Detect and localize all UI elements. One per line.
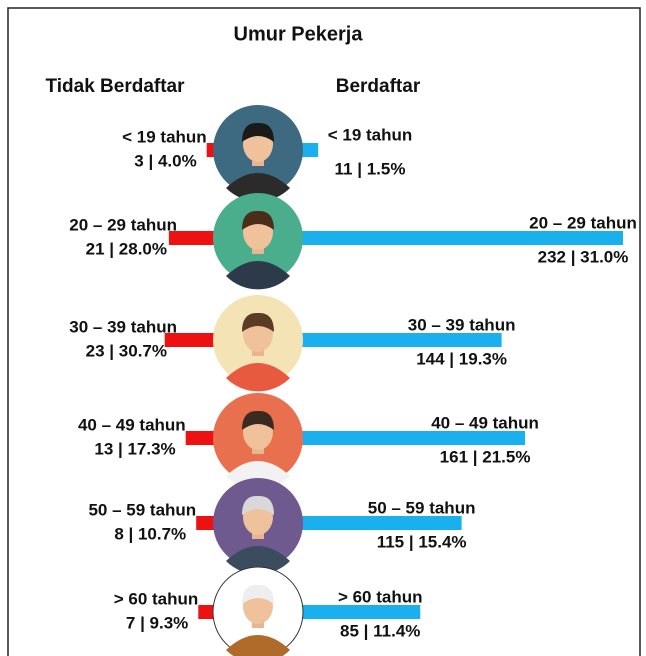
category-label: > 60 tahun [114, 589, 199, 608]
category-label: 30 – 39 tahun [69, 317, 177, 336]
left-header: Tidak Berdaftar [45, 76, 185, 97]
category-label: > 60 tahun [338, 587, 423, 606]
category-label: < 19 tahun [122, 127, 207, 146]
value-label: 161 | 21.5% [440, 447, 531, 466]
avatar [213, 193, 303, 289]
category-label: 30 – 39 tahun [408, 315, 516, 334]
value-label: 7 | 9.3% [126, 613, 188, 632]
value-label: 23 | 30.7% [86, 341, 167, 360]
value-label: 3 | 4.0% [134, 151, 196, 170]
category-label: < 19 tahun [328, 125, 413, 144]
avatar [213, 567, 303, 656]
category-label: 20 – 29 tahun [69, 215, 177, 234]
value-label: 8 | 10.7% [114, 524, 186, 543]
bar [258, 231, 623, 245]
avatar [213, 295, 303, 391]
avatar [213, 105, 303, 201]
value-label: 144 | 19.3% [416, 349, 507, 368]
right-header: Berdaftar [336, 76, 421, 97]
value-label: 11 | 1.5% [335, 159, 406, 178]
value-label: 13 | 17.3% [94, 439, 175, 458]
chart-title: Umur Pekerja [234, 23, 364, 45]
value-label: 21 | 28.0% [86, 239, 167, 258]
value-label: 85 | 11.4% [340, 621, 420, 640]
value-label: 115 | 15.4% [377, 532, 467, 551]
chart: Umur Pekerja Tidak Berdaftar Berdaftar <… [0, 0, 646, 656]
category-label: 40 – 49 tahun [78, 415, 186, 434]
category-label: 20 – 29 tahun [529, 213, 637, 232]
avatar [213, 393, 303, 489]
category-label: 50 – 59 tahun [368, 498, 476, 517]
category-label: 50 – 59 tahun [88, 500, 196, 519]
value-label: 232 | 31.0% [538, 247, 629, 266]
category-label: 40 – 49 tahun [431, 413, 539, 432]
avatar [213, 478, 303, 574]
